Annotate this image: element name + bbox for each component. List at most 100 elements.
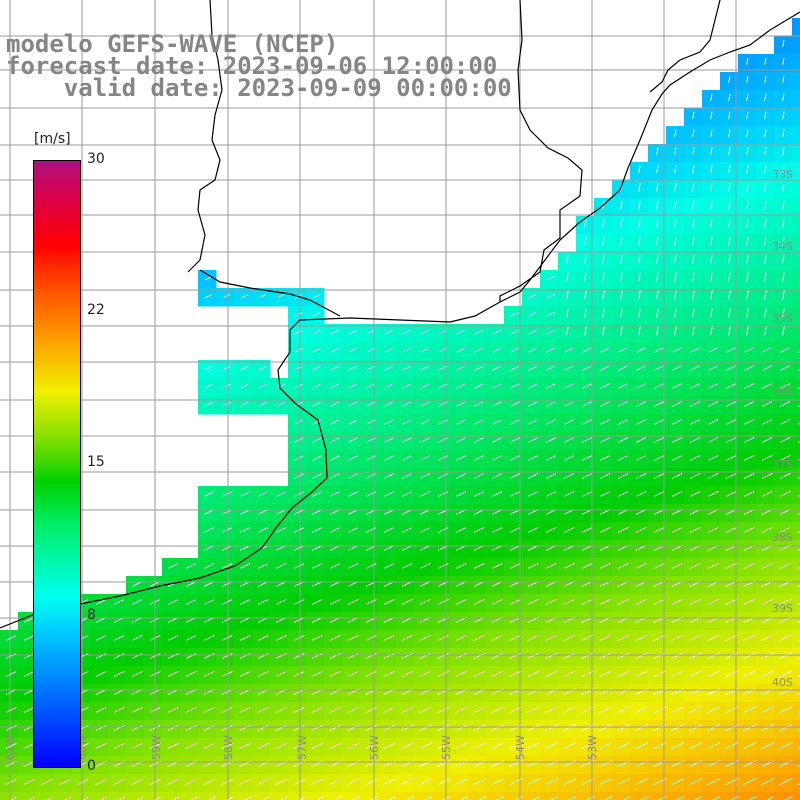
wind-arrow: [257, 635, 269, 641]
wind-arrow: [383, 652, 395, 659]
wind-arrow: [782, 272, 785, 282]
wind-arrow: [240, 365, 249, 371]
wind-arrow: [709, 326, 713, 336]
wind-arrow: [546, 365, 556, 371]
wind-arrow: [599, 562, 611, 569]
wind-arrow: [437, 634, 449, 641]
wind-arrow: [581, 598, 594, 605]
wind-arrow: [779, 490, 791, 497]
wind-arrow: [510, 437, 520, 443]
wind-arrow: [311, 724, 324, 731]
wind-cell: [792, 324, 800, 343]
wind-cell: [450, 792, 469, 800]
wind-arrow: [240, 401, 249, 407]
wind-arrow: [383, 599, 395, 605]
wind-arrow: [728, 272, 731, 282]
wind-cell: [612, 792, 631, 800]
wind-arrow: [638, 236, 641, 246]
wind-arrow: [401, 778, 414, 786]
wind-arrow: [761, 724, 775, 732]
wind-arrow: [563, 598, 576, 605]
wind-arrow: [545, 562, 557, 569]
wind-arrow: [492, 347, 502, 353]
wind-arrow: [656, 147, 659, 156]
wind-arrow: [365, 706, 378, 713]
wind-arrow: [582, 473, 593, 479]
wind-arrow: [761, 598, 774, 605]
wind-arrow: [545, 598, 557, 605]
wind-arrow: [602, 308, 605, 318]
wind-arrow: [384, 455, 394, 461]
wind-arrow: [761, 634, 774, 642]
wind-arrow: [654, 401, 664, 407]
wind-cell: [792, 144, 800, 163]
wind-arrow: [708, 383, 718, 389]
wind-arrow: [692, 218, 695, 228]
wind-arrow: [95, 706, 107, 713]
longitude-label: 61W: [4, 735, 17, 760]
wind-arrow: [455, 742, 468, 750]
wind-arrow: [564, 437, 574, 443]
wind-arrow: [674, 201, 677, 210]
wind-arrow: [726, 383, 736, 389]
wind-arrow: [743, 473, 755, 479]
wind-arrow: [330, 509, 340, 515]
wind-arrow: [780, 383, 790, 389]
wind-arrow: [312, 437, 322, 443]
wind-arrow: [744, 365, 754, 371]
wind-arrow: [275, 706, 288, 713]
wind-arrow: [221, 653, 233, 659]
wind-arrow: [293, 634, 305, 641]
wind-arrow: [635, 706, 648, 714]
wind-arrow: [582, 347, 592, 353]
wind-arrow: [473, 634, 486, 641]
wind-arrow: [653, 634, 666, 641]
wind-arrow: [689, 598, 702, 605]
wind-arrow: [782, 200, 785, 210]
wind-arrow: [419, 634, 431, 641]
wind-arrow: [420, 419, 430, 425]
latitude-label: 34S: [772, 240, 793, 253]
wind-arrow: [456, 455, 466, 461]
wind-arrow: [782, 129, 785, 138]
wind-arrow: [258, 491, 268, 497]
wind-arrow: [203, 724, 216, 731]
wind-arrow: [473, 563, 485, 569]
wind-arrow: [599, 527, 611, 533]
wind-arrow: [348, 473, 358, 479]
wind-cell: [792, 378, 800, 397]
latitude-label: 33S: [772, 168, 793, 181]
wind-arrow: [566, 326, 569, 336]
wind-arrow: [674, 308, 677, 318]
wind-arrow: [671, 526, 683, 533]
wind-arrow: [492, 455, 502, 461]
wind-arrow: [545, 724, 558, 732]
wind-arrow: [384, 419, 394, 425]
wind-arrow: [780, 401, 791, 407]
wind-arrow: [689, 706, 703, 714]
wind-arrow: [365, 652, 377, 659]
wind-arrow: [761, 670, 774, 678]
wind-arrow: [239, 706, 252, 713]
wind-arrow: [689, 742, 703, 750]
wind-arrow: [240, 527, 250, 533]
wind-arrow: [491, 742, 504, 750]
wind-arrow: [782, 40, 785, 48]
wind-arrow: [763, 325, 767, 336]
wind-arrow: [276, 491, 286, 497]
wind-arrow: [635, 652, 648, 660]
wind-arrow: [437, 724, 450, 732]
wind-arrow: [330, 329, 339, 335]
wind-arrow: [240, 545, 250, 551]
wind-arrow: [707, 634, 720, 642]
wind-arrow: [782, 93, 785, 102]
wind-arrow: [638, 165, 641, 174]
wind-arrow: [692, 290, 695, 300]
wind-arrow: [600, 365, 610, 371]
wind-arrow: [275, 652, 287, 659]
wind-arrow: [618, 383, 628, 389]
wind-arrow: [635, 491, 647, 497]
wind-arrow: [779, 437, 791, 443]
wind-cell: [198, 792, 217, 800]
wind-arrow: [293, 724, 306, 731]
